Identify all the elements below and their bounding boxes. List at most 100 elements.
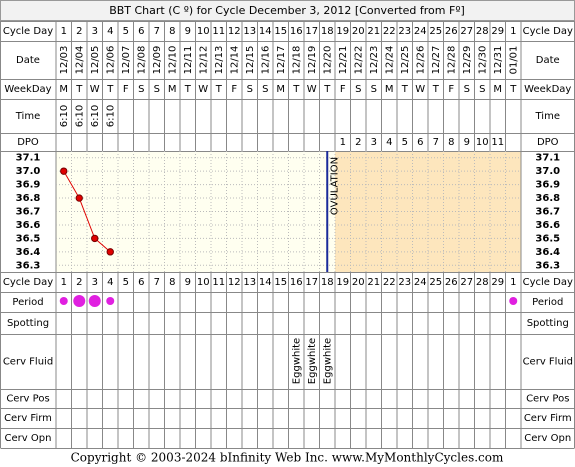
cycle-day: 7 xyxy=(154,277,160,288)
y-tick-label: 36.9 xyxy=(535,180,560,191)
row-label: DPO xyxy=(17,137,39,148)
row-label: Cerv Opn xyxy=(524,433,571,444)
row-label: Cycle Day xyxy=(523,277,573,288)
cycle-day: 26 xyxy=(445,26,458,37)
dpo: 7 xyxy=(433,137,439,148)
row-label: Date xyxy=(16,55,40,66)
row-label: Cerv Fluid xyxy=(523,357,573,368)
cycle-day: 25 xyxy=(429,277,442,288)
weekday: W xyxy=(307,84,317,95)
cycle-day: 15 xyxy=(274,277,287,288)
weekday: M xyxy=(59,84,68,95)
dpo: 3 xyxy=(371,137,377,148)
dpo: 5 xyxy=(402,137,408,148)
temp-point xyxy=(60,167,68,175)
date: 12/14 xyxy=(229,46,240,75)
weekday: T xyxy=(75,84,83,95)
cycle-day: 29 xyxy=(491,277,504,288)
date: 12/23 xyxy=(369,46,380,75)
y-tick-label: 36.7 xyxy=(535,207,560,218)
cycle-day: 3 xyxy=(92,26,98,37)
dpo: 9 xyxy=(464,137,470,148)
weekday: M xyxy=(385,84,394,95)
dpo: 1 xyxy=(340,137,346,148)
date: 12/13 xyxy=(214,46,225,75)
date: 12/29 xyxy=(462,46,473,75)
row-label: Date xyxy=(536,55,560,66)
date: 12/08 xyxy=(136,46,147,75)
y-tick-label: 37.0 xyxy=(535,166,560,177)
weekday: M xyxy=(493,84,502,95)
y-tick-label: 36.8 xyxy=(535,193,560,204)
date: 12/30 xyxy=(477,46,488,75)
weekday: F xyxy=(123,84,129,95)
weekday: M xyxy=(168,84,177,95)
cycle-day: 11 xyxy=(212,26,225,37)
period-dot xyxy=(73,295,86,307)
cycle-day: 26 xyxy=(445,277,458,288)
date: 12/31 xyxy=(493,46,504,75)
cycle-day: 1 xyxy=(510,277,516,288)
date: 12/22 xyxy=(353,46,364,75)
row-label: WeekDay xyxy=(524,84,571,95)
row-label: Time xyxy=(15,111,40,122)
weekday: F xyxy=(448,84,454,95)
time: 6:10 xyxy=(74,105,85,127)
cycle-day: 17 xyxy=(305,26,318,37)
y-tick-label: 36.3 xyxy=(535,260,560,271)
ovulation-label: OVULATION xyxy=(329,157,340,215)
row-label: Cerv Pos xyxy=(526,394,569,405)
temp-point xyxy=(106,248,114,256)
dpo: 10 xyxy=(476,137,489,148)
table: Cycle Day Cycle Day Date Date WeekDay WeekDay… xyxy=(0,21,575,449)
cycle-day: 1 xyxy=(61,26,67,37)
date: 12/07 xyxy=(121,46,132,75)
row-label: Spotting xyxy=(527,318,569,329)
cycle-day: 24 xyxy=(414,26,427,37)
dpo: 4 xyxy=(386,137,392,148)
cycle-day: 4 xyxy=(107,277,113,288)
weekday: S xyxy=(355,84,361,95)
cycle-day: 3 xyxy=(92,277,98,288)
weekday: W xyxy=(90,84,100,95)
date: 12/10 xyxy=(167,46,178,75)
date: 12/24 xyxy=(384,46,395,75)
temp-line xyxy=(63,170,111,253)
cycle-day: 17 xyxy=(305,277,318,288)
row-label: Cerv Fluid xyxy=(3,357,53,368)
row-label: Spotting xyxy=(7,318,49,329)
cycle-day: 16 xyxy=(290,26,303,37)
period-dots xyxy=(59,295,518,307)
y-tick-label: 36.4 xyxy=(535,247,560,258)
weekday: T xyxy=(509,84,517,95)
weekday: S xyxy=(154,84,160,95)
cerv-fluid: Eggwhite xyxy=(307,338,318,384)
cycle-day: 18 xyxy=(321,26,334,37)
y-tick-label: 37.1 xyxy=(16,153,41,164)
temp-point xyxy=(91,234,99,243)
cycle-day: 22 xyxy=(383,277,396,288)
cycle-day: 6 xyxy=(138,26,144,37)
date: 12/18 xyxy=(291,46,302,75)
cycle-day: 5 xyxy=(123,26,129,37)
row-label: DPO xyxy=(537,137,559,148)
cycle-day: 11 xyxy=(212,277,225,288)
date: 12/06 xyxy=(105,46,116,75)
weekday: T xyxy=(106,84,114,95)
weekday: S xyxy=(464,84,470,95)
date: 12/26 xyxy=(415,46,426,75)
cycle-day: 9 xyxy=(185,26,191,37)
row-label: Cycle Day xyxy=(3,277,53,288)
cycle-day: 2 xyxy=(76,26,82,37)
row-label: Cerv Firm xyxy=(524,413,572,424)
cycle-day: 10 xyxy=(197,277,210,288)
cycle-day: 21 xyxy=(367,277,380,288)
weekday: S xyxy=(371,84,377,95)
cycle-day: 15 xyxy=(274,26,287,37)
weekday: T xyxy=(292,84,300,95)
date: 12/21 xyxy=(338,46,349,75)
cycle-day: 9 xyxy=(185,277,191,288)
cycle-day: 14 xyxy=(259,26,272,37)
row-label: Time xyxy=(535,111,560,122)
